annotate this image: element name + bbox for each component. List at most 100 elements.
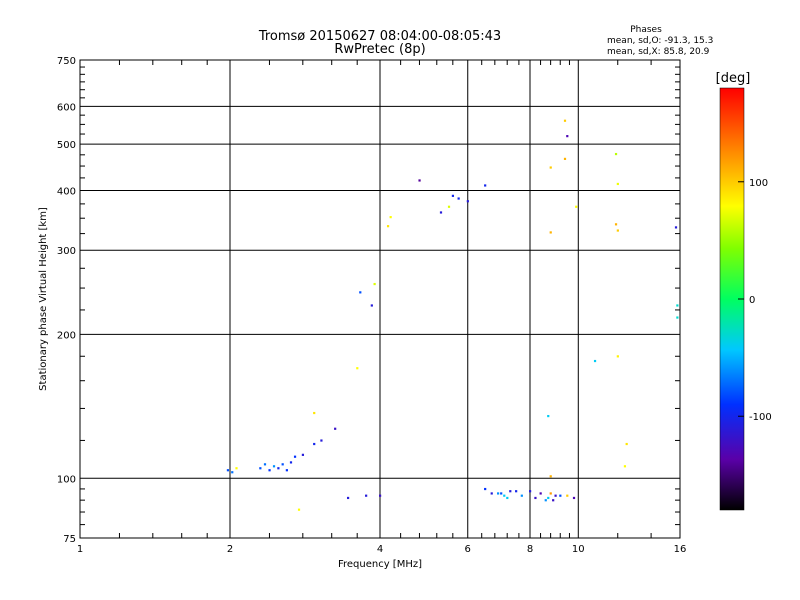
x-tick-label: 2 xyxy=(227,544,233,555)
y-tick-label: 400 xyxy=(57,186,76,197)
y-tick-label: 600 xyxy=(57,102,76,113)
data-point xyxy=(509,490,512,493)
data-point xyxy=(379,494,382,497)
x-tick-label: 10 xyxy=(572,544,585,555)
info-line-x: mean, sd,X: 85.8, 20.9 xyxy=(607,47,710,57)
y-tick-label: 100 xyxy=(57,474,76,485)
data-point xyxy=(496,492,500,495)
data-point xyxy=(529,490,532,493)
gridlines xyxy=(80,60,680,538)
data-point xyxy=(297,508,301,511)
data-point xyxy=(293,455,297,458)
data-point xyxy=(389,216,392,219)
data-point xyxy=(549,492,552,495)
x-tick-labels: 1 2 4 6 8 10 16 xyxy=(77,544,687,555)
data-points xyxy=(226,119,679,511)
data-point xyxy=(616,355,619,358)
data-point xyxy=(534,496,537,500)
data-point xyxy=(520,494,523,497)
colorbar-tick-label: 100 xyxy=(749,178,768,189)
data-point xyxy=(301,453,305,456)
data-point xyxy=(563,157,567,160)
data-point xyxy=(373,282,376,286)
info-line-o: mean, sd,O: -91.3, 15.3 xyxy=(607,36,713,46)
data-point xyxy=(676,316,679,319)
data-point xyxy=(563,119,567,122)
y-tick-label: 300 xyxy=(57,246,76,257)
data-point xyxy=(484,184,487,187)
data-point xyxy=(226,469,230,472)
plot-frame xyxy=(79,59,681,539)
x-axis-label: Frequency [MHz] xyxy=(338,559,422,570)
chart-subtitle: RwPretec (8p) xyxy=(334,42,425,57)
data-point xyxy=(285,469,288,472)
data-point xyxy=(614,223,618,226)
data-point xyxy=(263,463,267,466)
data-point xyxy=(447,205,451,208)
data-point xyxy=(625,442,628,446)
data-point xyxy=(346,496,350,500)
data-point xyxy=(418,179,421,182)
data-point xyxy=(547,496,550,500)
data-point xyxy=(313,442,316,446)
data-point xyxy=(386,225,390,228)
data-point xyxy=(566,135,569,138)
colorbar-tick-label: -100 xyxy=(749,412,772,423)
x-tick-label: 8 xyxy=(527,544,533,555)
colorbar-label: [deg] xyxy=(716,71,751,86)
data-point xyxy=(277,467,280,470)
data-point xyxy=(272,465,276,468)
data-point xyxy=(320,439,323,442)
data-point xyxy=(566,494,569,497)
data-point xyxy=(614,152,618,156)
data-point xyxy=(623,465,627,468)
data-point xyxy=(439,211,443,214)
data-point xyxy=(544,499,547,502)
y-tick-label: 500 xyxy=(57,140,76,151)
x-tick-label: 6 xyxy=(465,544,471,555)
data-point xyxy=(552,499,555,502)
data-point xyxy=(674,226,678,229)
data-point xyxy=(231,471,234,474)
data-point xyxy=(356,367,359,370)
data-point xyxy=(616,182,619,186)
data-point xyxy=(559,494,562,497)
x-tick-label: 4 xyxy=(377,544,383,555)
data-point xyxy=(490,492,493,495)
colorbar-ticks: 100 0 -100 xyxy=(738,178,772,423)
chart-title: Tromsø 20150627 08:04:00-08:05:43 xyxy=(258,29,501,44)
data-point xyxy=(539,492,542,495)
x-tick-label: 1 xyxy=(77,544,83,555)
y-tick-label: 200 xyxy=(57,330,76,341)
data-point xyxy=(313,411,316,415)
data-point xyxy=(676,304,679,307)
data-point xyxy=(547,414,550,418)
y-axis-label: Stationary phase Virtual Height [km] xyxy=(38,207,49,391)
data-point xyxy=(451,194,455,197)
data-point xyxy=(500,492,503,495)
data-point xyxy=(365,494,368,497)
data-point xyxy=(593,359,597,363)
data-point xyxy=(235,467,238,470)
data-point xyxy=(268,469,271,472)
data-point xyxy=(466,200,469,203)
axis-ticks xyxy=(80,60,680,538)
data-point xyxy=(289,461,293,464)
x-tick-label: 16 xyxy=(674,544,687,555)
data-point xyxy=(572,496,576,500)
data-point xyxy=(515,490,518,493)
info-heading: Phases xyxy=(630,25,662,35)
data-point xyxy=(575,205,578,208)
data-point xyxy=(549,231,552,234)
data-point xyxy=(549,475,552,478)
data-point xyxy=(554,494,557,497)
data-point xyxy=(359,291,362,294)
data-point xyxy=(506,496,509,500)
data-point xyxy=(370,304,373,307)
data-point xyxy=(281,463,284,466)
colorbar-tick-label: 0 xyxy=(749,295,755,306)
data-point xyxy=(549,166,552,169)
data-point xyxy=(334,427,337,430)
y-tick-labels: 75 100 200 300 400 500 600 750 xyxy=(57,56,76,545)
